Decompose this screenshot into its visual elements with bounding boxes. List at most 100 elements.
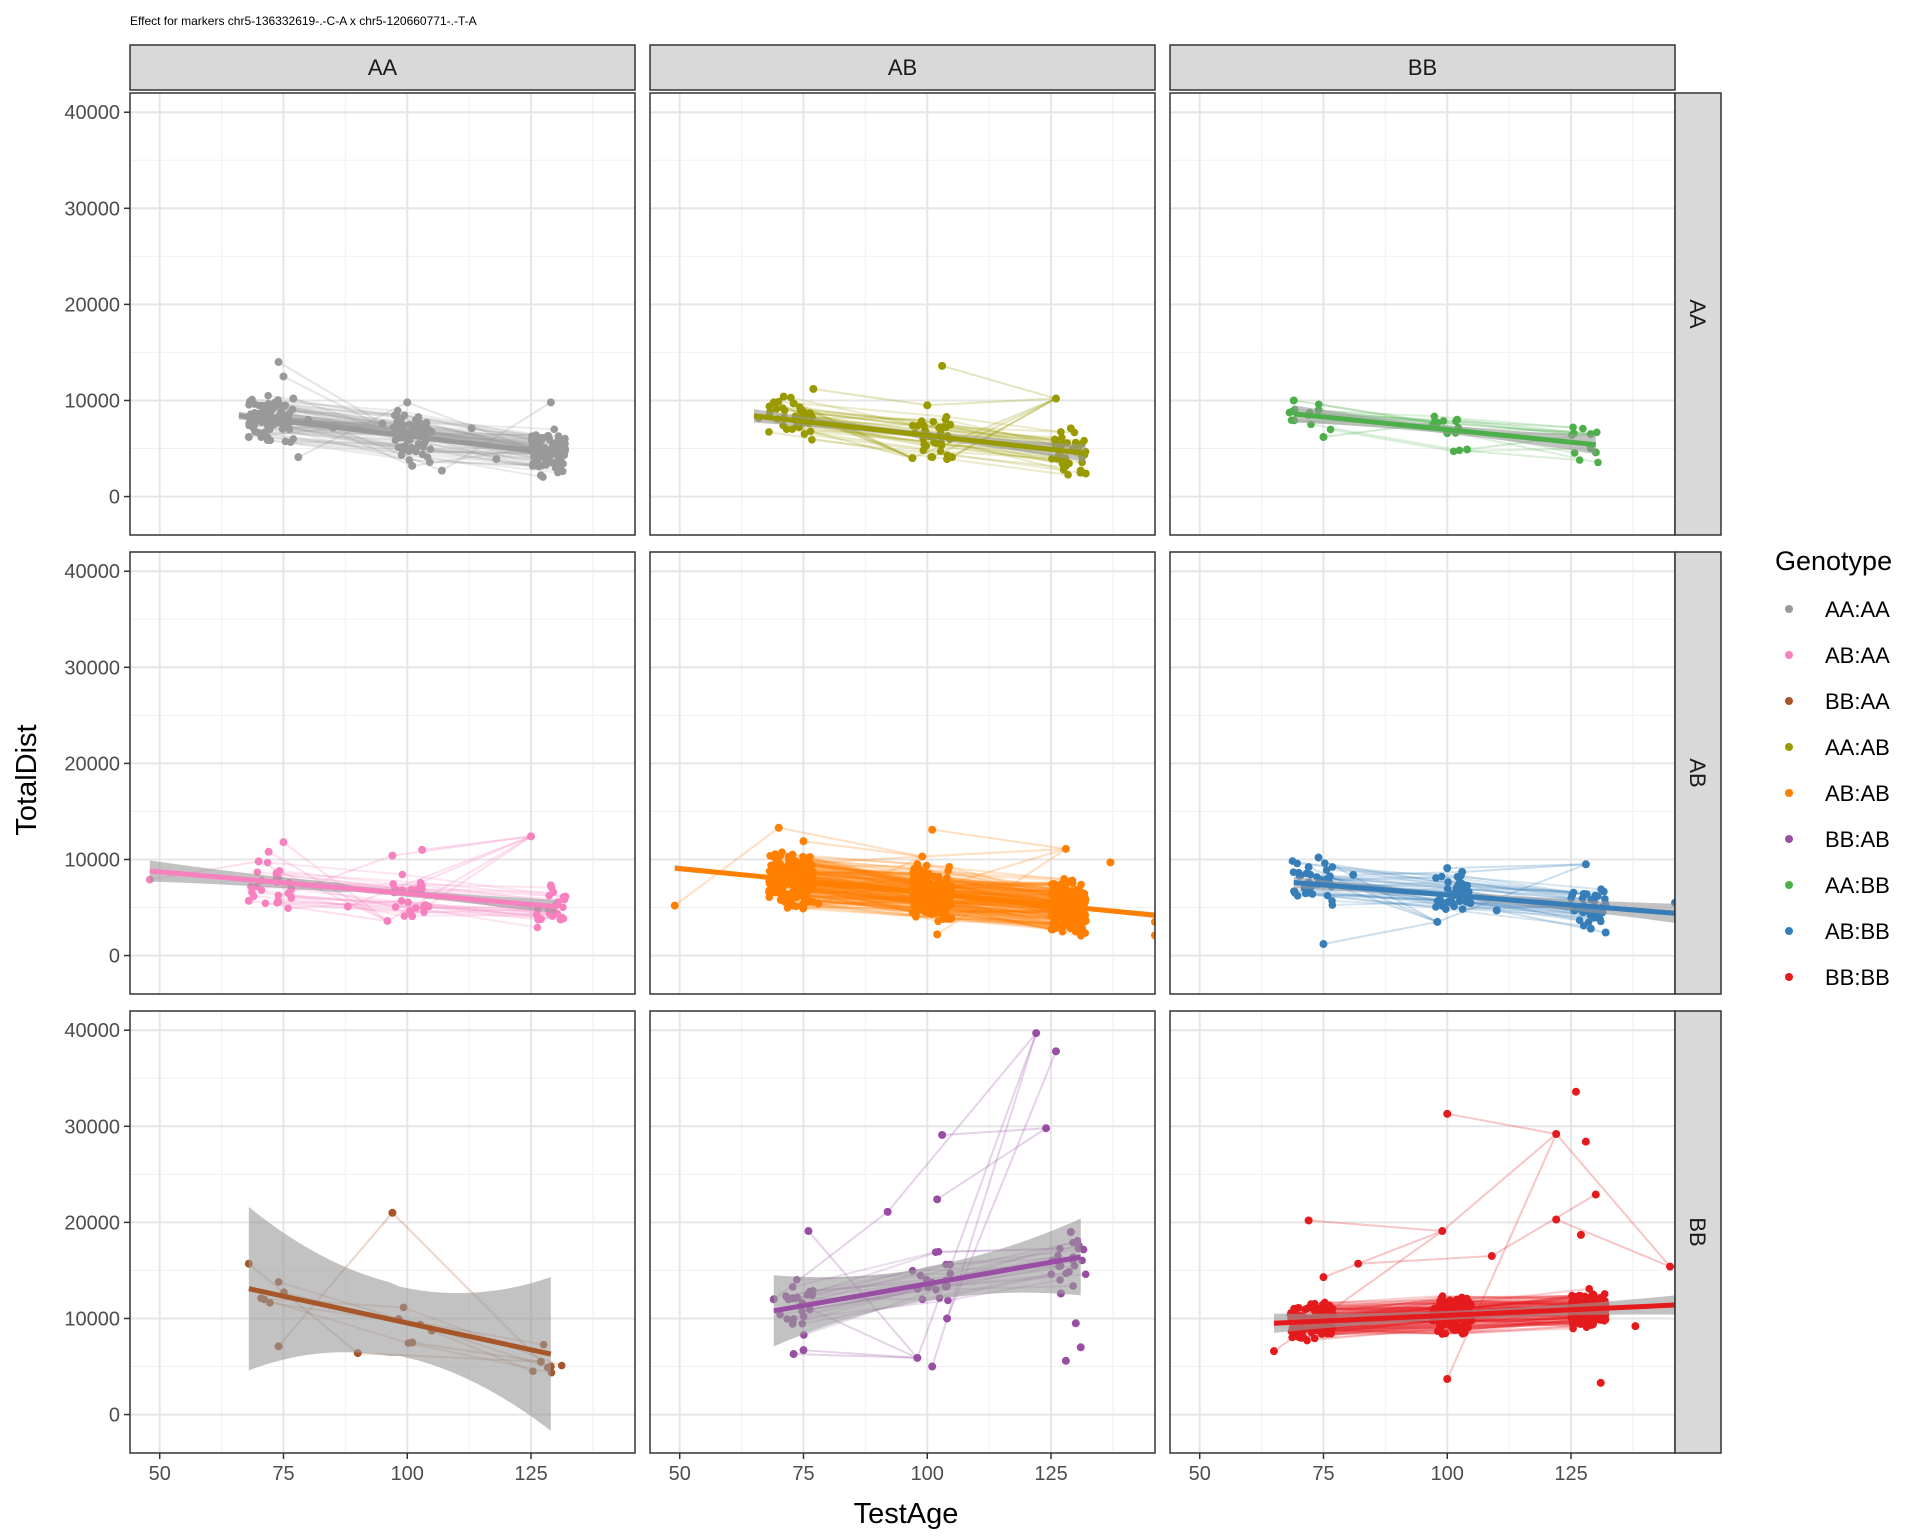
data-point: [1061, 844, 1070, 853]
data-point: [799, 408, 808, 417]
data-point: [1452, 1303, 1460, 1312]
data-point: [1304, 863, 1313, 872]
data-point: [929, 418, 938, 426]
subject-line: [283, 375, 398, 436]
data-point: [939, 915, 948, 923]
subject-line: [1437, 421, 1591, 436]
y-tick-label: 40000: [64, 102, 120, 124]
data-point: [403, 398, 412, 407]
legend-key: [1785, 973, 1793, 981]
data-point: [1579, 921, 1588, 930]
data-point: [1487, 1252, 1496, 1261]
data-point: [779, 404, 787, 412]
legend-item-bb-ab: BB:AB: [1785, 827, 1890, 852]
y-tick-label: 10000: [64, 1308, 120, 1330]
legend-label: AA:AA: [1825, 597, 1890, 622]
trend-line: [753, 413, 1086, 456]
data-point: [1061, 461, 1070, 470]
data-point: [1304, 1216, 1313, 1225]
legend-label: BB:BB: [1825, 965, 1890, 990]
data-point: [1314, 400, 1323, 409]
data-point: [1058, 927, 1067, 936]
data-point: [1591, 913, 1599, 922]
data-point: [784, 869, 792, 878]
strip-background: [649, 44, 1156, 91]
panel-border: [649, 92, 1156, 536]
y-tick-label: 0: [109, 1405, 120, 1427]
data-point: [1301, 1305, 1309, 1314]
data-point: [1445, 1296, 1454, 1304]
data-point: [799, 837, 808, 846]
data-point: [391, 903, 400, 911]
series-layer: [1269, 1087, 1675, 1387]
series-layer: [244, 1207, 566, 1431]
y-tick-label: 30000: [64, 198, 120, 220]
data-point: [261, 899, 270, 908]
trend-line: [1293, 411, 1597, 448]
legend-label: BB:AA: [1825, 689, 1890, 714]
data-point: [284, 889, 293, 898]
subject-line: [813, 387, 928, 407]
data-point: [1319, 1273, 1328, 1282]
data-point: [278, 425, 287, 433]
data-point: [397, 451, 406, 460]
data-point: [1466, 899, 1475, 908]
subject-line: [248, 422, 383, 438]
data-point: [1061, 886, 1069, 894]
data-point: [800, 430, 809, 438]
legend-item-bb-aa: BB:AA: [1785, 689, 1890, 714]
data-point: [546, 398, 555, 407]
facet-panel-aa-aa: 0 10000 20000 30000 40000: [64, 93, 635, 535]
data-point: [289, 394, 298, 403]
data-point: [1432, 903, 1440, 911]
subject-line: [817, 855, 923, 905]
data-point: [1054, 891, 1062, 899]
data-point: [546, 881, 555, 890]
panel-border: [129, 92, 636, 536]
data-point: [765, 428, 773, 436]
data-point: [945, 862, 954, 871]
series-bb-ab: [769, 1029, 1090, 1371]
subject-line: [922, 847, 1066, 858]
data-point: [1457, 1322, 1466, 1331]
data-point: [418, 450, 427, 459]
data-point: [265, 424, 273, 432]
data-point: [559, 914, 568, 923]
strip-label: BB: [1408, 55, 1437, 80]
data-point: [1631, 1322, 1640, 1331]
subject-line: [951, 397, 1057, 459]
subject-line: [392, 835, 532, 857]
series-ab-ab: [670, 823, 1155, 940]
data-point: [910, 901, 918, 910]
facet-panels: 0 10000 20000 30000 40000 0 10000 20000 30000 400…: [64, 92, 1676, 1485]
data-point: [1349, 870, 1358, 879]
legend-label: AB:AB: [1825, 781, 1890, 806]
data-point: [388, 1208, 397, 1217]
trend-line: [674, 865, 1155, 918]
series-aa-aa: [238, 358, 570, 481]
data-point: [1052, 907, 1061, 916]
data-point: [772, 856, 781, 865]
x-tick-label: 100: [911, 1463, 944, 1485]
data-point: [1290, 887, 1299, 895]
data-point: [936, 895, 945, 904]
y-tick-label: 0: [109, 487, 120, 509]
data-point: [1666, 1262, 1675, 1271]
data-point: [528, 434, 537, 443]
x-tick-label: 100: [1431, 1463, 1464, 1485]
data-point: [1591, 1190, 1600, 1199]
subject-line: [916, 1032, 1038, 1359]
data-point: [1151, 931, 1155, 940]
y-tick-label: 30000: [64, 1116, 120, 1138]
data-point: [769, 398, 778, 407]
data-point: [930, 438, 938, 447]
data-point: [1051, 924, 1060, 933]
strip-background: [1674, 551, 1722, 995]
data-point: [809, 384, 818, 393]
data-point: [792, 871, 800, 880]
data-point: [918, 852, 927, 861]
subject-line: [773, 401, 913, 460]
data-point: [244, 432, 253, 441]
subject-line: [1323, 920, 1438, 946]
